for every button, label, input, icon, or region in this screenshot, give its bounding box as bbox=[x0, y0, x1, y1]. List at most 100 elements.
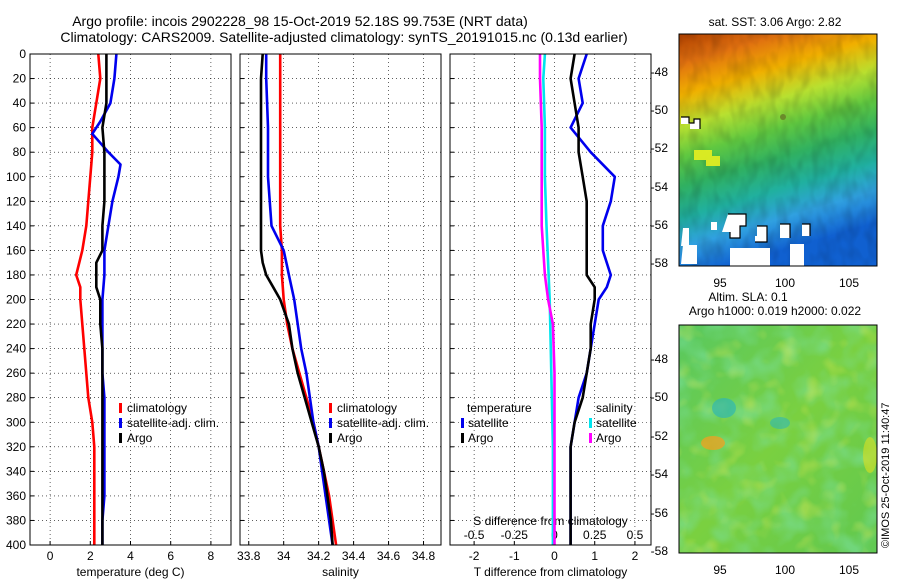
series-line-argo bbox=[259, 53, 334, 546]
x-tick-label: 2 bbox=[632, 549, 639, 563]
legend-swatch-argo bbox=[119, 433, 122, 443]
sla-map-low-anomaly bbox=[770, 417, 790, 429]
sst-lat-label: -58 bbox=[651, 256, 669, 270]
legend-swatch-t-argo bbox=[461, 433, 464, 443]
sla-lon-axis: 95 100 105 bbox=[713, 563, 859, 577]
y-tick-label: 40 bbox=[13, 96, 27, 110]
salinity-panel: 33.8 34 34.2 34.4 34.6 34.8 salinity bbox=[237, 53, 442, 579]
sst-map-frame bbox=[678, 33, 878, 267]
legend-label-satellite: satellite-adj. clim. bbox=[337, 416, 429, 430]
difference-legend: temperature satellite Argo salinity sate… bbox=[461, 401, 637, 445]
series-line-climatology bbox=[74, 53, 102, 545]
legend-label-argo: Argo bbox=[127, 431, 153, 445]
y-tick-label: 200 bbox=[6, 293, 26, 307]
legend-swatch-t-satellite bbox=[461, 418, 464, 428]
legend-label-satellite: satellite-adj. clim. bbox=[127, 416, 219, 430]
sla-map-title: Altim. SLA: 0.1 bbox=[708, 290, 788, 304]
secondary-x-tick-label: 0.5 bbox=[627, 528, 644, 542]
footer-stamp: ©IMOS 25-Oct-2019 11:40:47 bbox=[880, 403, 892, 548]
sla-lon-label: 95 bbox=[713, 563, 727, 577]
secondary-x-tick-label: -0.25 bbox=[501, 528, 529, 542]
legend-label-s-argo: Argo bbox=[596, 431, 622, 445]
title-line-1: Argo profile: incois 2902228_98 15-Oct-2… bbox=[72, 13, 528, 29]
temperature-legend: climatology satellite-adj. clim. Argo bbox=[119, 401, 219, 445]
sst-map-yellow-patch bbox=[694, 150, 720, 166]
series-line-t-argo bbox=[569, 53, 597, 545]
x-tick-label: 33.8 bbox=[237, 549, 261, 563]
title-line-2: Climatology: CARS2009. Satellite-adjuste… bbox=[60, 29, 627, 45]
x-tick-label: 34.8 bbox=[412, 549, 436, 563]
secondary-axis-label: S difference from climatology bbox=[473, 514, 628, 528]
y-tick-label: 180 bbox=[6, 268, 26, 282]
x-tick-label: 2 bbox=[87, 549, 94, 563]
legend-label-t-satellite: satellite bbox=[468, 416, 509, 430]
x-tick-label: 34.6 bbox=[377, 549, 401, 563]
secondary-x-tick-label: -0.5 bbox=[464, 528, 485, 542]
sla-lat-label: -52 bbox=[651, 429, 669, 443]
y-tick-label: 240 bbox=[6, 342, 26, 356]
plot-frame bbox=[449, 53, 652, 546]
sst-lon-label: 105 bbox=[839, 276, 859, 290]
x-tick-label: 34.4 bbox=[342, 549, 366, 563]
y-tick-label: 0 bbox=[19, 47, 26, 61]
salinity-legend: climatology satellite-adj. clim. Argo bbox=[329, 401, 429, 445]
sla-lat-label: -48 bbox=[651, 352, 669, 366]
legend-group-temperature: temperature bbox=[467, 401, 532, 415]
legend-label-climatology: climatology bbox=[337, 401, 397, 415]
sla-lon-label: 105 bbox=[839, 563, 859, 577]
sla-lat-label: -56 bbox=[651, 506, 669, 520]
x-tick-label: 4 bbox=[127, 549, 134, 563]
x-tick-label: 6 bbox=[167, 549, 174, 563]
legend-swatch-climatology bbox=[329, 403, 332, 413]
sst-lon-axis: 95 100 105 bbox=[713, 276, 859, 290]
sst-map: sat. SST: 3.06 Argo: 2.82 -48 -50 -52 -5… bbox=[651, 15, 878, 290]
temperature-panel: 0 2 4 6 8 temperature (deg C) bbox=[29, 53, 232, 579]
sst-map-title: sat. SST: 3.06 Argo: 2.82 bbox=[709, 15, 842, 29]
legend-label-s-satellite: satellite bbox=[596, 416, 637, 430]
y-tick-label: 160 bbox=[6, 243, 26, 257]
legend-label-climatology: climatology bbox=[127, 401, 187, 415]
y-tick-label: 300 bbox=[6, 415, 26, 429]
y-tick-label: 320 bbox=[6, 440, 26, 454]
x-axis-label: temperature (deg C) bbox=[76, 565, 184, 579]
series-line-t-satellite bbox=[569, 53, 617, 545]
series-line-satellite bbox=[91, 53, 122, 545]
y-tick-label: 260 bbox=[6, 366, 26, 380]
x-tick-label: 0 bbox=[47, 549, 54, 563]
x-tick-label: 8 bbox=[208, 549, 215, 563]
y-tick-label: 20 bbox=[13, 72, 27, 86]
y-tick-label: 280 bbox=[6, 391, 26, 405]
y-tick-label: 100 bbox=[6, 170, 26, 184]
x-axis-label: T difference from climatology bbox=[474, 565, 628, 579]
secondary-x-tick-label: 0.25 bbox=[583, 528, 607, 542]
series-line-argo bbox=[95, 54, 108, 545]
sla-lat-axis: -48 -50 -52 -54 -56 -58 bbox=[651, 352, 669, 558]
series-line-s-satellite bbox=[541, 53, 555, 545]
sst-lat-label: -52 bbox=[651, 141, 669, 155]
sst-lat-label: -48 bbox=[651, 65, 669, 79]
x-tick-label: -1 bbox=[509, 549, 520, 563]
series-line-s-argo bbox=[538, 54, 556, 545]
y-tick-label: 360 bbox=[6, 489, 26, 503]
sst-map-land-mask bbox=[681, 117, 810, 266]
y-tick-label: 60 bbox=[13, 121, 27, 135]
plot-frame bbox=[239, 53, 442, 546]
series-line-satellite bbox=[264, 54, 334, 546]
plot-frame bbox=[29, 53, 232, 546]
sst-lat-label: -50 bbox=[651, 103, 669, 117]
legend-label-argo: Argo bbox=[337, 431, 363, 445]
x-axis-label: salinity bbox=[322, 565, 359, 579]
legend-swatch-argo bbox=[329, 433, 332, 443]
difference-panel: -2 -1 0 1 2 S difference from climatology-0.5… bbox=[449, 53, 652, 579]
legend-swatch-s-satellite bbox=[589, 418, 592, 428]
depth-axis-labels: 0 20 40 60 80 100 120 140 160 180 200 220 240 260 280 3… bbox=[6, 47, 26, 552]
sla-lat-label: -54 bbox=[651, 467, 669, 481]
sla-lat-label: -50 bbox=[651, 390, 669, 404]
legend-swatch-satellite bbox=[119, 418, 122, 428]
y-tick-label: 400 bbox=[6, 538, 26, 552]
legend-group-salinity: salinity bbox=[596, 401, 633, 415]
x-tick-label: 34.2 bbox=[307, 549, 331, 563]
sst-map-coast bbox=[681, 116, 811, 243]
